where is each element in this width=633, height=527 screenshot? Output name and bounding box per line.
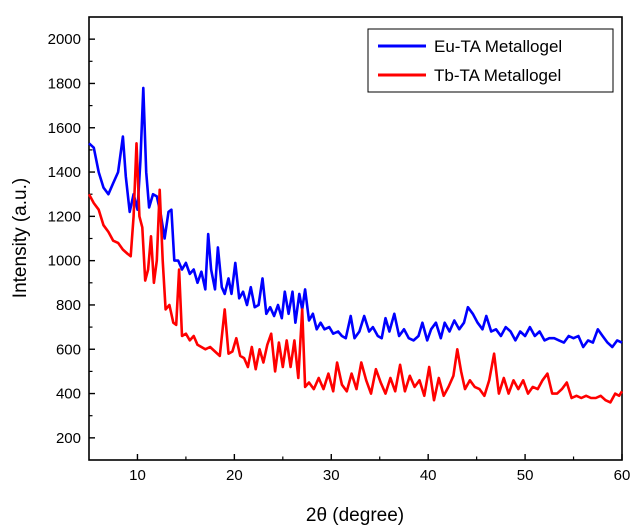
y-tick-label: 600 [56, 341, 81, 358]
y-tick-label: 1000 [48, 253, 81, 270]
y-tick-label: 400 [56, 386, 81, 403]
y-tick-label: 800 [56, 297, 81, 314]
series-layer [87, 86, 624, 404]
y-tick-label: 200 [56, 430, 81, 447]
series-line-eu-ta [88, 86, 623, 349]
y-tick-label: 1600 [48, 120, 81, 137]
legend-box [367, 28, 614, 93]
x-tick-label: 30 [323, 467, 340, 484]
legend-label-tb: Tb-TA Metallogel [434, 66, 561, 85]
series-line-tb-ta [87, 142, 624, 404]
x-tick-label: 60 [614, 467, 631, 484]
x-tick-label: 10 [129, 467, 146, 484]
y-tick-label: 1800 [48, 75, 81, 92]
y-axis: 200 400 600 800 1000 1200 1400 1600 1800 2000 [48, 31, 95, 447]
y-tick-label: 1400 [48, 164, 81, 181]
x-tick-label: 20 [226, 467, 243, 484]
legend: Eu-TA Metallogel Tb-TA Metallogel [367, 28, 614, 93]
x-tick-label: 40 [420, 467, 437, 484]
legend-label-eu: Eu-TA Metallogel [434, 37, 562, 56]
x-axis: 10 20 30 40 50 60 [129, 454, 630, 484]
x-axis-title: 2θ (degree) [306, 505, 404, 526]
x-tick-label: 50 [517, 467, 534, 484]
y-tick-label: 2000 [48, 31, 81, 48]
y-tick-label: 1200 [48, 208, 81, 225]
y-axis-title: Intensity (a.u.) [10, 178, 31, 298]
